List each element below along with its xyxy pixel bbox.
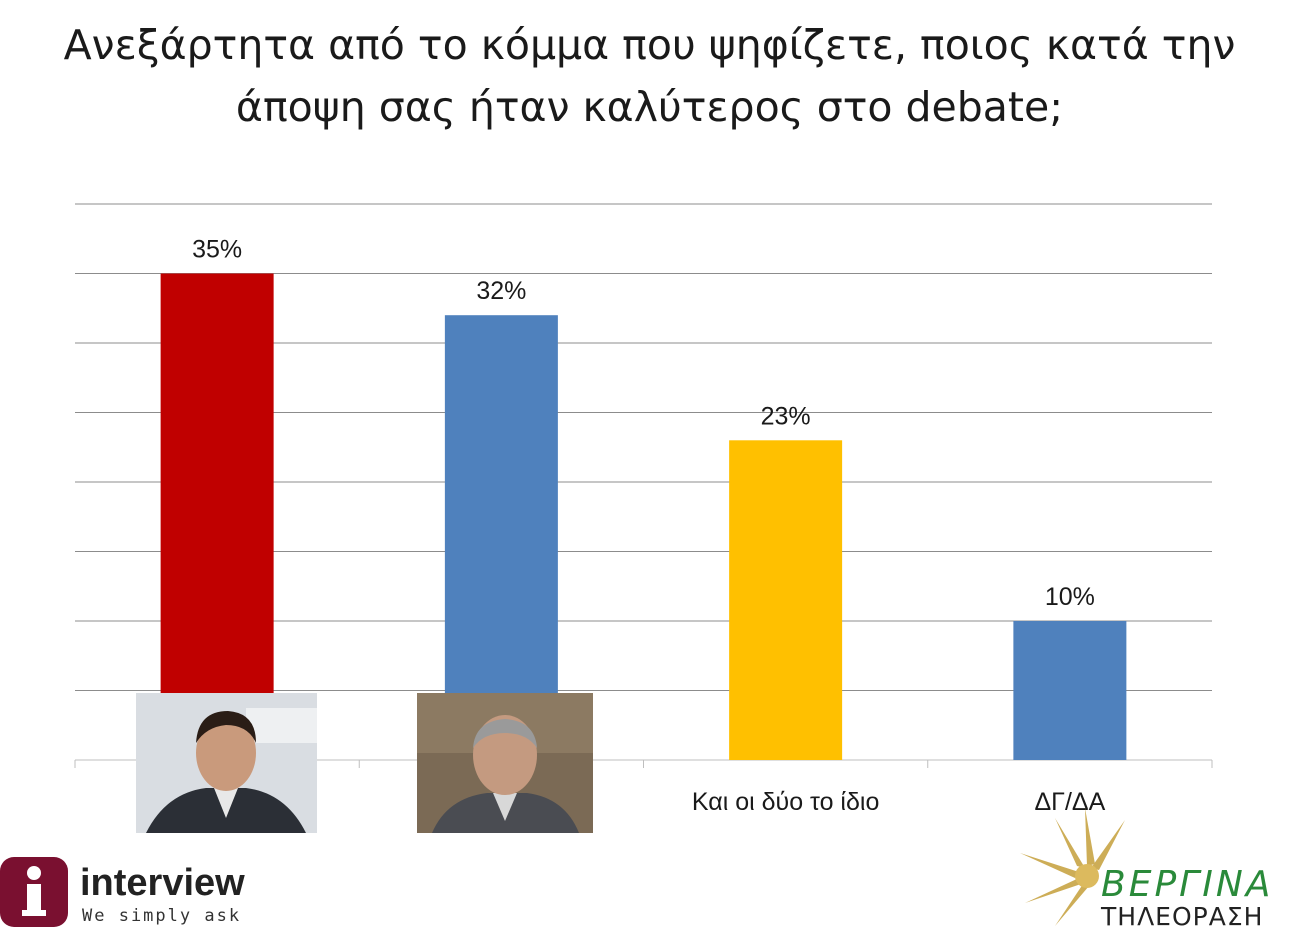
bar	[729, 440, 843, 760]
category-label: ΔΓ/ΔΑ	[1034, 788, 1105, 816]
bar	[160, 273, 274, 760]
data-label: 10%	[1045, 583, 1095, 611]
bar	[1013, 621, 1127, 760]
vergina-tv-logo: ΒΕΡΓΙΝΑ ΤΗΛΕΟΡΑΣΗ	[1015, 808, 1299, 931]
category-label: Και οι δύο το ίδιο	[692, 788, 879, 816]
candidate-1-photo	[136, 693, 317, 833]
data-label: 35%	[192, 236, 242, 264]
svg-text:We simply ask: We simply ask	[82, 906, 241, 926]
chart-title-line-2: άποψη σας ήταν καλύτερος στο debate;	[235, 83, 1064, 131]
svg-text:ΤΗΛΕΟΡΑΣΗ: ΤΗΛΕΟΡΑΣΗ	[1100, 902, 1263, 929]
chart-title-line-1: Ανεξάρτητα από το κόμμα που ψηφίζετε, πο…	[63, 21, 1236, 69]
chart-title: Ανεξάρτητα από το κόμμα που ψηφίζετε, πο…	[30, 14, 1269, 138]
data-label: 23%	[761, 402, 811, 430]
data-label: 32%	[476, 277, 526, 305]
interview-logo: interview We simply ask	[0, 855, 300, 929]
svg-text:ΒΕΡΓΙΝΑ: ΒΕΡΓΙΝΑ	[1101, 864, 1273, 905]
svg-text:interview: interview	[80, 862, 245, 904]
bar	[444, 315, 558, 760]
candidate-2-photo	[417, 693, 593, 833]
